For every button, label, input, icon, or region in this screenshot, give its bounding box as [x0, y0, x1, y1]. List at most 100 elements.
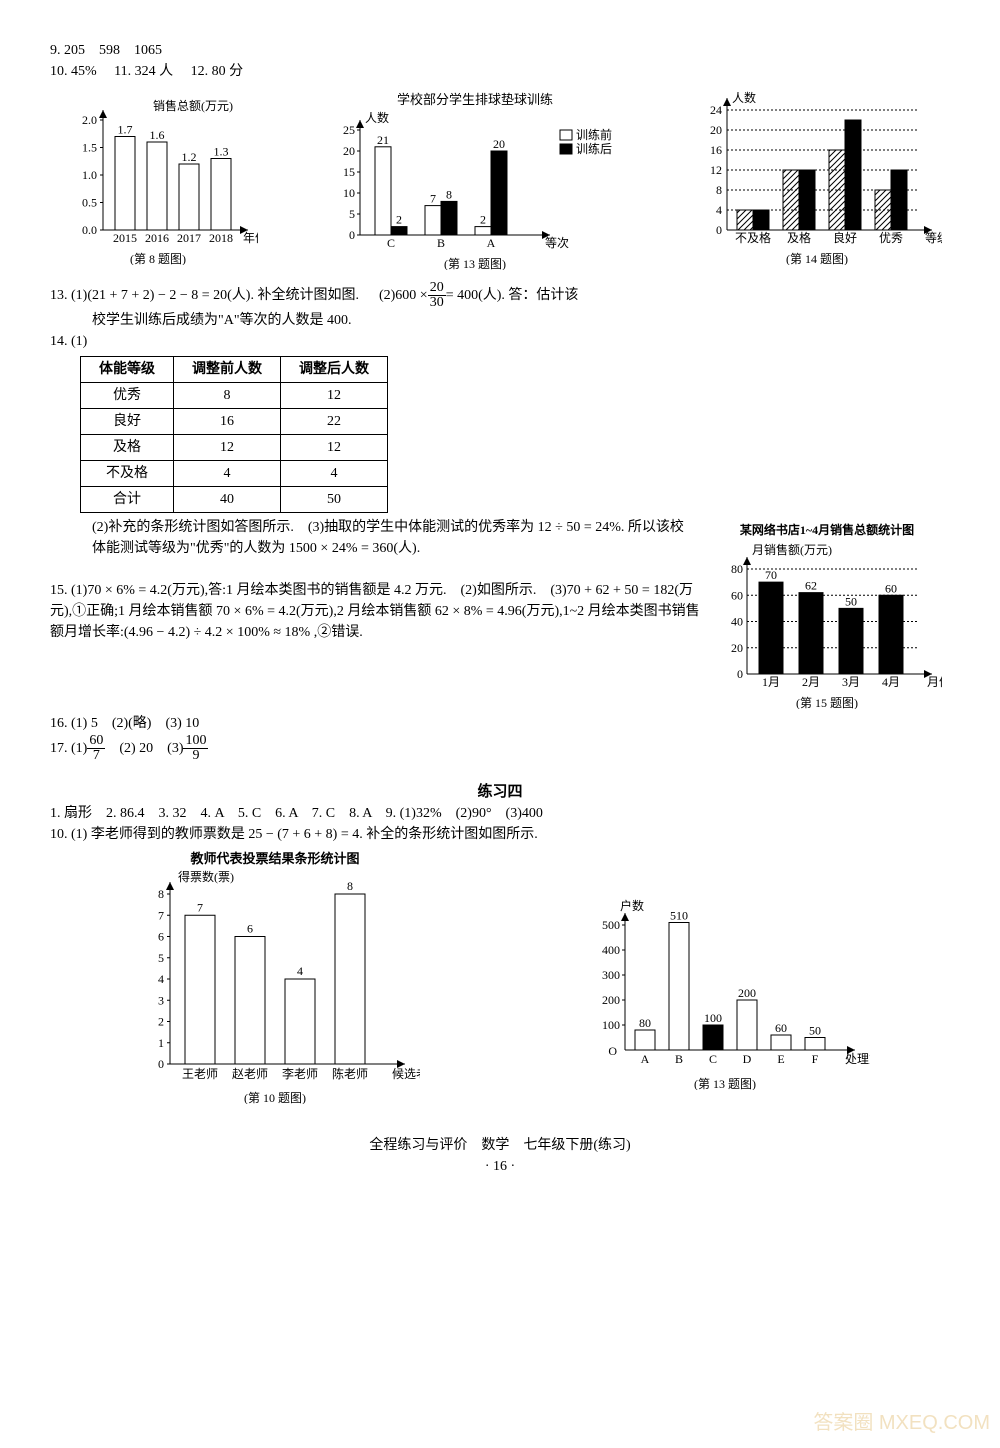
- svg-text:及格: 及格: [787, 230, 811, 245]
- svg-text:训练前: 训练前: [576, 127, 612, 142]
- svg-text:200: 200: [602, 993, 620, 1007]
- answer-13: 13. (1)(21 + 7 + 2) − 2 − 8 = 20(人). 补全统…: [50, 281, 950, 310]
- svg-text:1月: 1月: [762, 675, 780, 689]
- svg-text:0: 0: [716, 223, 722, 237]
- svg-text:8: 8: [716, 183, 722, 197]
- svg-text:20: 20: [731, 640, 743, 654]
- svg-text:20: 20: [710, 123, 722, 137]
- ex4-line10: 10. (1) 李老师得到的教师票数是 25 − (7 + 6 + 8) = 4…: [50, 824, 950, 845]
- svg-text:0: 0: [158, 1057, 164, 1071]
- svg-text:60: 60: [731, 588, 743, 602]
- svg-text:0.0: 0.0: [82, 223, 97, 237]
- svg-text:良好: 良好: [833, 230, 857, 245]
- svg-text:5: 5: [158, 950, 164, 964]
- answer-13-cont: 校学生训练后成绩为"A"等次的人数是 400.: [50, 310, 950, 331]
- svg-text:(第 13 题图): (第 13 题图): [444, 257, 506, 270]
- svg-text:2: 2: [396, 212, 402, 226]
- svg-text:1.7: 1.7: [118, 123, 133, 137]
- chart-15: 某网络书店1~4月销售总额统计图 月销售额(万元)020406080701月62…: [712, 521, 942, 716]
- svg-text:人数: 人数: [732, 90, 756, 105]
- svg-text:100: 100: [704, 1011, 722, 1025]
- page-number: · 16 ·: [50, 1156, 950, 1177]
- svg-text:20: 20: [343, 144, 355, 158]
- ex4-line1: 1. 扇形 2. 86.4 3. 32 4. A 5. C 6. A 7. C …: [50, 803, 950, 824]
- svg-text:A: A: [641, 1052, 650, 1066]
- svg-text:2月: 2月: [802, 675, 820, 689]
- answer-15: 15. (1)70 × 6% = 4.2(万元),答:1 月绘本类图书的销售额是…: [50, 580, 700, 643]
- svg-text:C: C: [387, 236, 395, 250]
- svg-text:0: 0: [349, 228, 355, 242]
- svg-text:(第 13 题图): (第 13 题图): [694, 1077, 756, 1090]
- svg-text:100: 100: [602, 1018, 620, 1032]
- svg-text:1.6: 1.6: [150, 128, 165, 142]
- svg-text:60: 60: [775, 1021, 787, 1035]
- chart-13-title: 学校部分学生排球垫球训练: [325, 90, 625, 110]
- svg-text:C: C: [709, 1052, 717, 1066]
- answer-17-b: (2) 20 (3): [105, 738, 183, 759]
- svg-text:6: 6: [158, 929, 164, 943]
- watermark: 答案圈 MXEQ.COM: [813, 1408, 990, 1438]
- svg-text:300: 300: [602, 968, 620, 982]
- svg-text:2: 2: [158, 1014, 164, 1028]
- chart-13: 学校部分学生排球垫球训练 人数0510152025212C78B220A等次训练…: [325, 90, 625, 277]
- chart-10b-title: 教师代表投票结果条形统计图: [130, 849, 420, 869]
- svg-text:2.0: 2.0: [82, 113, 97, 127]
- svg-text:候选老师: 候选老师: [392, 1067, 420, 1081]
- svg-text:24: 24: [710, 103, 722, 117]
- svg-text:F: F: [812, 1052, 819, 1066]
- chart-15-title: 某网络书店1~4月销售总额统计图: [712, 521, 942, 539]
- svg-text:不及格: 不及格: [735, 230, 771, 245]
- svg-text:60: 60: [885, 581, 897, 595]
- svg-text:李老师: 李老师: [282, 1066, 318, 1081]
- svg-text:80: 80: [639, 1016, 651, 1030]
- svg-text:4月: 4月: [882, 675, 900, 689]
- svg-text:人数: 人数: [365, 110, 389, 125]
- svg-text:25: 25: [343, 123, 355, 137]
- answer-10: 10. 45%: [50, 64, 97, 79]
- svg-text:得票数(票): 得票数(票): [178, 869, 234, 884]
- svg-text:4: 4: [297, 964, 303, 978]
- svg-text:70: 70: [765, 568, 777, 582]
- answer-17-a: 17. (1): [50, 738, 87, 759]
- svg-text:B: B: [437, 236, 445, 250]
- svg-text:训练后: 训练后: [576, 141, 612, 156]
- answer-13-part2b: = 400(人). 答：估计该: [446, 285, 579, 306]
- svg-text:15: 15: [343, 165, 355, 179]
- svg-text:销售总额(万元): 销售总额(万元): [153, 98, 233, 113]
- svg-text:2018: 2018: [209, 231, 233, 245]
- chart-8: 销售总额(万元)0.00.51.01.52.01.720151.620161.2…: [58, 90, 258, 272]
- svg-text:0.5: 0.5: [82, 196, 97, 210]
- svg-text:6: 6: [247, 921, 253, 935]
- svg-text:1.3: 1.3: [214, 145, 229, 159]
- svg-text:3月: 3月: [842, 675, 860, 689]
- answer-11: 11. 324 人: [114, 64, 173, 79]
- footer-text: 全程练习与评价 数学 七年级下册(练习): [50, 1135, 950, 1156]
- svg-text:21: 21: [377, 132, 389, 146]
- svg-text:12: 12: [710, 163, 722, 177]
- section-title-4: 练习四: [50, 781, 950, 804]
- svg-text:2016: 2016: [145, 231, 169, 245]
- svg-text:8: 8: [446, 187, 452, 201]
- answer-14: 14. (1): [50, 331, 950, 352]
- page-footer: 全程练习与评价 数学 七年级下册(练习) · 16 ·: [50, 1135, 950, 1177]
- frac-100-9: 1009: [183, 734, 208, 763]
- answer-14-text: (2)补充的条形统计图如答图所示. (3)抽取的学生中体能测试的优秀率为 12 …: [50, 517, 704, 559]
- svg-text:处理方式: 处理方式: [845, 1051, 870, 1066]
- svg-text:1.0: 1.0: [82, 168, 97, 182]
- svg-text:7: 7: [158, 908, 164, 922]
- svg-text:(第 15 题图): (第 15 题图): [796, 696, 858, 709]
- answer-17: 17. (1) 607 (2) 20 (3) 1009: [50, 734, 950, 763]
- svg-text:1.5: 1.5: [82, 141, 97, 155]
- svg-text:510: 510: [670, 909, 688, 923]
- answer-16: 16. (1) 5 (2)(略) (3) 10: [50, 713, 950, 734]
- answers-10-12: 10. 45% 11. 324 人 12. 80 分: [50, 61, 950, 82]
- svg-text:20: 20: [493, 137, 505, 151]
- svg-text:8: 8: [347, 879, 353, 893]
- svg-text:400: 400: [602, 943, 620, 957]
- svg-text:16: 16: [710, 143, 722, 157]
- svg-text:月份: 月份: [927, 675, 942, 689]
- svg-text:E: E: [777, 1052, 784, 1066]
- svg-text:3: 3: [158, 993, 164, 1007]
- svg-text:陈老师: 陈老师: [332, 1066, 368, 1081]
- svg-text:(第 10 题图): (第 10 题图): [244, 1091, 306, 1104]
